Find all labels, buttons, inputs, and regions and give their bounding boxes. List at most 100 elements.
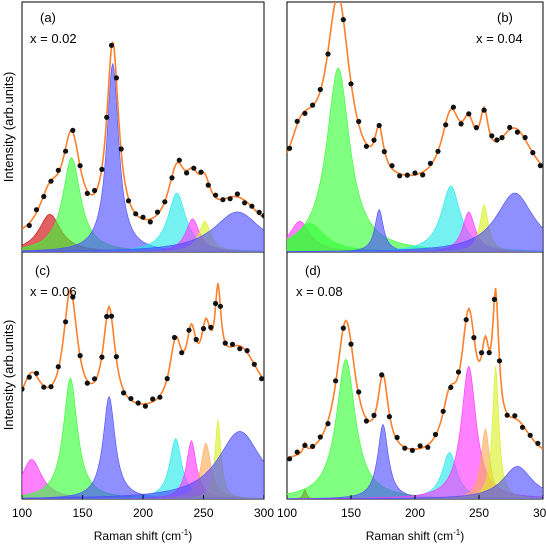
data-point-c-11	[92, 376, 98, 382]
fit-curve-d	[287, 287, 543, 459]
data-point-c-2	[26, 374, 32, 380]
data-point-d-23	[455, 369, 462, 375]
data-point-a-15	[118, 146, 124, 152]
x-axis-title-d-end: )	[460, 529, 464, 543]
data-point-b-2	[294, 118, 300, 124]
data-point-a-14	[113, 75, 119, 81]
component-peak-b-8	[287, 192, 543, 252]
x-tick-label-d-150: 150	[341, 506, 361, 520]
data-point-c-14	[108, 313, 115, 319]
data-point-a-12	[104, 114, 110, 120]
data-point-b-30	[499, 135, 505, 141]
data-point-d-34	[535, 440, 541, 446]
data-point-d-31	[512, 413, 518, 419]
data-point-b-28	[489, 133, 495, 139]
data-point-b-5	[317, 86, 323, 93]
data-point-a-7	[70, 127, 76, 133]
data-point-c-7	[63, 319, 69, 325]
x-tick-labels-d: 100 150 200 250 300	[277, 495, 546, 520]
data-point-a-16	[125, 198, 132, 204]
data-point-d-22	[448, 384, 454, 390]
x-tick-label-d-200: 200	[405, 506, 425, 520]
data-point-b-18	[412, 170, 418, 176]
data-point-c-16	[121, 390, 127, 396]
x-tick-label-c-200: 200	[133, 506, 153, 520]
data-point-a-3	[41, 193, 47, 200]
data-point-c-5	[48, 384, 54, 390]
data-point-a-32	[242, 200, 248, 206]
data-point-a-28	[213, 192, 219, 198]
data-point-c-15	[113, 354, 119, 360]
data-point-b-23	[450, 104, 456, 110]
data-point-a-2	[33, 207, 40, 213]
data-point-c-30	[217, 303, 223, 309]
data-point-b-11	[363, 143, 369, 149]
y-axis-label-bottom: Intensity (arb.units)	[1, 320, 16, 431]
data-point-d-6	[325, 421, 331, 427]
data-point-b-8	[340, 17, 346, 23]
x-axis-title-c-main: Raman shift (cm	[94, 529, 181, 543]
data-point-d-33	[527, 432, 533, 438]
data-point-d-10	[356, 389, 362, 395]
data-point-a-19	[147, 219, 153, 225]
data-point-c-27	[200, 326, 207, 332]
data-point-b-33	[522, 134, 528, 141]
x-tick-label-c-250: 250	[193, 506, 213, 520]
data-point-d-1	[287, 456, 293, 462]
data-point-b-31	[507, 124, 513, 131]
data-point-b-20	[427, 160, 433, 166]
data-point-c-25	[186, 327, 192, 333]
data-point-c-18	[135, 400, 141, 406]
data-point-b-6	[325, 51, 331, 57]
data-point-d-2	[294, 449, 300, 455]
x-tick-label-c-300: 300	[254, 506, 274, 520]
panel-label-c: (c)	[35, 263, 50, 278]
data-point-a-35	[261, 213, 264, 219]
data-point-c-8	[70, 294, 76, 300]
fit-curve-c	[22, 283, 264, 405]
composition-label-c: x = 0.06	[30, 284, 77, 299]
data-point-d-29	[496, 358, 503, 364]
x-tick-label-c-150: 150	[72, 506, 92, 520]
data-point-c-34	[244, 348, 250, 354]
data-point-d-21	[440, 408, 446, 414]
data-point-d-11	[363, 418, 369, 424]
panel-b-plot	[287, 2, 543, 252]
panel-label-d: (d)	[305, 263, 321, 278]
data-point-a-23	[176, 157, 182, 163]
x-axis-title-d-sup: -1	[453, 528, 461, 537]
panel-a-plot	[22, 41, 264, 252]
x-tick-label-d-100: 100	[277, 506, 297, 520]
data-point-d-26	[479, 350, 485, 356]
data-point-b-34	[530, 150, 536, 156]
data-point-c-22	[164, 376, 170, 382]
data-point-b-27	[481, 107, 487, 113]
composition-label-a: x = 0.02	[30, 31, 77, 46]
data-point-d-20	[432, 431, 439, 438]
data-point-b-16	[397, 173, 403, 179]
data-point-c-17	[128, 396, 134, 402]
component-peak-a-7	[22, 211, 264, 252]
data-point-a-27	[205, 182, 211, 188]
panel-label-a: (a)	[40, 10, 56, 25]
data-point-a-22	[169, 175, 175, 181]
x-tick-label-d-300: 300	[533, 506, 546, 520]
fit-curve-b	[287, 2, 543, 177]
data-point-c-3	[33, 370, 40, 376]
data-point-b-35	[537, 163, 543, 169]
x-axis-title-d-main: Raman shift (cm	[366, 529, 453, 543]
data-point-b-19	[420, 172, 426, 178]
data-point-c-10	[84, 380, 90, 386]
x-tick-label-c-100: 100	[12, 506, 32, 520]
component-peak-c-8	[22, 431, 264, 499]
data-point-c-1	[22, 386, 25, 392]
data-point-c-12	[99, 354, 105, 360]
data-point-b-15	[389, 163, 395, 169]
data-point-b-3	[302, 110, 308, 116]
x-axis-title-d: Raman shift (cm-1)	[366, 528, 464, 543]
data-point-c-19	[142, 403, 148, 409]
data-point-d-14	[386, 414, 392, 420]
data-point-c-33	[237, 346, 243, 352]
data-point-d-17	[409, 447, 415, 453]
